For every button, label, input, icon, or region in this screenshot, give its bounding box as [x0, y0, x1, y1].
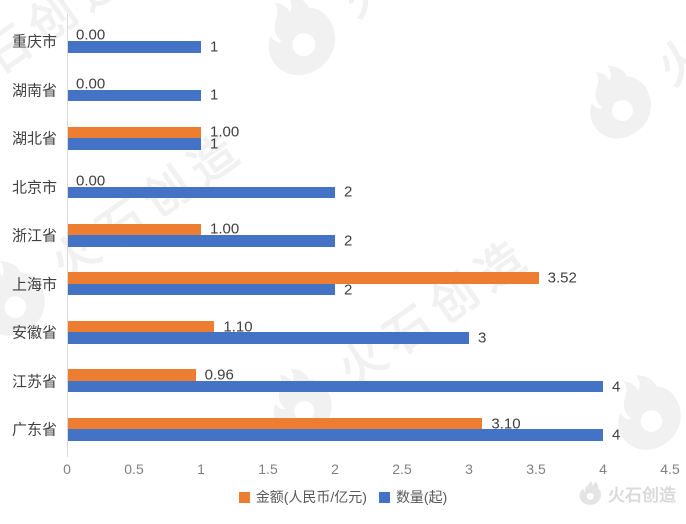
category-label: 重庆市 [11, 33, 57, 51]
count-value-label: 3 [478, 329, 487, 347]
category-label: 江苏省 [11, 373, 57, 391]
amount-value-label: 3.10 [491, 415, 521, 433]
brand-watermark-text: 火石创造 [608, 485, 676, 505]
amount-value-label: 3.52 [547, 269, 577, 287]
legend-swatch [378, 491, 390, 503]
category-label: 广东省 [11, 421, 57, 439]
amount-bar [68, 223, 201, 236]
flame-logo-icon [0, 261, 45, 336]
count-bar [68, 41, 201, 53]
count-bar [68, 380, 603, 393]
count-bar [68, 138, 201, 150]
x-tick-label: 3.5 [526, 461, 546, 477]
chart-legend: 金额(人民币/亿元) 数量(起) [0, 487, 686, 507]
amount-bar [68, 417, 483, 430]
x-tick-label: 1 [197, 461, 205, 477]
count-value-label: 2 [344, 183, 353, 201]
count-bar [68, 429, 603, 441]
legend-item: 金额(人民币/亿元) [238, 487, 367, 507]
x-tick-label: 4.5 [660, 461, 680, 477]
count-bar [68, 89, 201, 102]
category-label: 湖南省 [11, 82, 57, 100]
category-label: 上海市 [11, 276, 57, 294]
amount-bar [68, 320, 215, 333]
legend-item: 数量(起) [378, 487, 448, 507]
count-bar [68, 283, 335, 296]
x-tick-label: 3 [465, 461, 473, 477]
count-value-label: 2 [344, 232, 353, 250]
flame-logo-icon [590, 65, 651, 139]
category-label: 湖北省 [11, 130, 57, 148]
amount-bar [68, 126, 201, 139]
count-value-label: 2 [344, 281, 353, 298]
category-label: 浙江省 [11, 227, 57, 245]
count-value-label: 1 [210, 135, 219, 153]
x-tick-label: 0 [63, 461, 71, 477]
count-value-label: 4 [612, 426, 621, 444]
amount-value-label: 1.00 [210, 123, 240, 141]
amount-value-label: 0.00 [76, 75, 106, 93]
x-tick-label: 4 [599, 461, 607, 477]
watermark-tile: 火石创造 [0, 106, 261, 355]
count-value-label: 4 [612, 378, 621, 396]
amount-value-label: 0.00 [76, 172, 106, 190]
amount-bar [68, 369, 196, 381]
count-bar [68, 332, 469, 344]
x-tick-label: 1.5 [258, 461, 278, 477]
count-bar [68, 235, 335, 247]
x-tick-label: 2.5 [392, 461, 412, 477]
watermark-tile: 火石创造 [562, 0, 686, 157]
amount-value-label: 0.96 [204, 366, 234, 384]
amount-value-label: 1.00 [210, 220, 240, 238]
amount-bar [68, 272, 539, 284]
x-tick-label: 0.5 [124, 461, 144, 477]
count-value-label: 1 [210, 86, 219, 104]
legend-label: 数量(起) [395, 489, 448, 505]
flame-logo-icon [618, 375, 681, 450]
y-axis-line [67, 14, 68, 457]
brand-watermark: 火石创造 [577, 480, 676, 506]
flame-logo-icon [268, 0, 335, 76]
watermark-tile [589, 357, 686, 468]
flame-logo-icon [579, 480, 602, 505]
category-label: 安徽省 [11, 324, 57, 342]
legend-swatch [238, 491, 250, 503]
count-value-label: 1 [210, 38, 219, 56]
count-bar [68, 186, 335, 199]
amount-value-label: 0.00 [76, 26, 106, 44]
amount-value-label: 1.10 [223, 318, 253, 336]
category-label: 北京市 [11, 179, 57, 197]
watermark-tile: 火石创造 [238, 0, 553, 95]
legend-label: 金额(人民币/亿元) [255, 489, 367, 505]
x-tick-label: 2 [331, 461, 339, 477]
